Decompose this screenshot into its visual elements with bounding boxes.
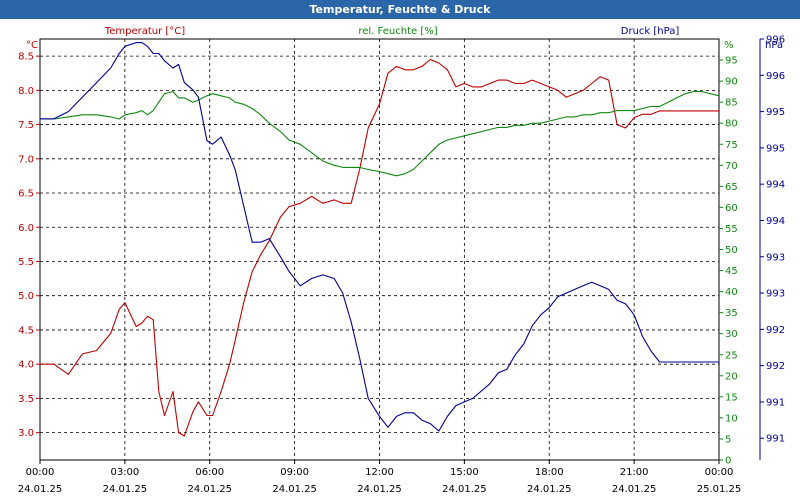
humidity-tick-label: 40	[725, 287, 738, 298]
pressure-tick-label: 993	[766, 252, 785, 263]
pressure-tick-label: 992	[766, 325, 785, 336]
pressure-tick-label: 992	[766, 361, 785, 372]
humidity-tick-label: 80	[725, 119, 738, 130]
humidity-axis-ticks: 0 5 10 15 20 25 30 35 40 45 50 55 60 65 70 75 80 85 90 95	[719, 56, 738, 467]
humidity-tick-label: 35	[725, 308, 738, 319]
x-tick-date: 24.01.25	[442, 484, 487, 495]
legend-humidity: rel. Feuchte [%]	[358, 26, 437, 37]
humidity-tick-label: 50	[725, 245, 738, 256]
x-tick-date: 24.01.25	[103, 484, 148, 495]
x-axis-ticks: 00:00 24.01.25 03:00 24.01.25 06:00 24.01.25 0…	[18, 460, 742, 495]
pressure-tick-label: 996	[766, 35, 785, 46]
pressure-tick-label: 995	[766, 143, 785, 154]
x-tick-time: 21:00	[620, 467, 649, 478]
humidity-tick-label: 10	[725, 413, 738, 424]
humidity-tick-label: 45	[725, 266, 738, 277]
left-tick-label: 3.5	[18, 394, 34, 405]
pressure-axis-ticks: 991 991 992 992 993 993 994 994 995 995 996 996	[760, 35, 785, 445]
humidity-tick-label: 55	[725, 224, 738, 235]
pressure-tick-label: 993	[766, 289, 785, 300]
chart-title: Temperatur, Feuchte & Druck	[309, 3, 491, 16]
x-tick-time: 15:00	[450, 467, 479, 478]
x-tick-date: 25.01.25	[697, 484, 742, 495]
humidity-tick-label: 85	[725, 98, 738, 109]
x-tick-time: 18:00	[535, 467, 564, 478]
chart-area: °C Temperatur [°C] rel. Feuchte [%] Druc…	[0, 19, 800, 500]
humidity-tick-label: 90	[725, 77, 738, 88]
pressure-tick-label: 994	[766, 216, 785, 227]
pressure-tick-label: 995	[766, 107, 785, 118]
pressure-axis-unit: hPa	[765, 40, 783, 51]
pressure-tick-label: 994	[766, 180, 785, 191]
pressure-tick-label: 996	[766, 71, 785, 82]
series-temperature-line	[40, 58, 719, 437]
x-tick-time: 06:00	[195, 467, 224, 478]
left-tick-label: 7.0	[18, 154, 34, 165]
legend-pressure: Druck [hPa]	[621, 26, 680, 37]
pressure-tick-label: 991	[766, 397, 785, 408]
series-pressure-line	[40, 42, 719, 432]
chart-background	[0, 19, 800, 500]
humidity-tick-label: 25	[725, 350, 738, 361]
humidity-tick-label: 15	[725, 392, 738, 403]
humidity-tick-label: 95	[725, 56, 738, 67]
left-tick-label: 6.0	[18, 223, 34, 234]
series-humidity-line	[40, 91, 720, 177]
left-tick-label: 5.0	[18, 291, 34, 302]
left-tick-label: 5.5	[18, 257, 34, 268]
left-tick-label: 8.0	[18, 86, 34, 97]
humidity-tick-label: 65	[725, 182, 738, 193]
legend-temperature: Temperatur [°C]	[104, 26, 185, 37]
humidity-tick-label: 75	[725, 140, 738, 151]
left-axis-ticks: 3.0 3.5 4.0 4.5 5.0 5.5 6.0 6.5 7.0 7.5 8.0 8.5	[18, 52, 40, 439]
left-axis-unit: °C	[26, 40, 38, 51]
x-tick-time: 09:00	[280, 467, 309, 478]
left-tick-label: 6.5	[18, 189, 34, 200]
humidity-axis-unit: %	[724, 40, 734, 51]
pressure-tick-label: 991	[766, 434, 785, 445]
humidity-tick-label: 70	[725, 161, 738, 172]
humidity-tick-label: 0	[725, 456, 731, 467]
series-layer	[40, 42, 720, 437]
x-tick-time: 00:00	[26, 467, 55, 478]
left-tick-label: 8.5	[18, 52, 34, 63]
x-tick-date: 24.01.25	[187, 484, 232, 495]
x-tick-date: 24.01.25	[272, 484, 317, 495]
x-tick-time: 00:00	[705, 467, 734, 478]
humidity-tick-label: 30	[725, 329, 738, 340]
x-tick-date: 24.01.25	[357, 484, 402, 495]
left-tick-label: 7.5	[18, 120, 34, 131]
left-tick-label: 3.0	[18, 428, 34, 439]
left-tick-label: 4.0	[18, 360, 34, 371]
humidity-tick-label: 20	[725, 371, 738, 382]
chart-title-bar: Temperatur, Feuchte & Druck	[0, 0, 800, 19]
x-tick-date: 24.01.25	[527, 484, 572, 495]
humidity-tick-label: 60	[725, 203, 738, 214]
x-tick-time: 12:00	[365, 467, 394, 478]
x-tick-date: 24.01.25	[18, 484, 63, 495]
x-tick-time: 03:00	[110, 467, 139, 478]
x-tick-date: 24.01.25	[612, 484, 657, 495]
humidity-tick-label: 5	[725, 434, 731, 445]
left-tick-label: 4.5	[18, 325, 34, 336]
grid-lines	[40, 39, 719, 460]
